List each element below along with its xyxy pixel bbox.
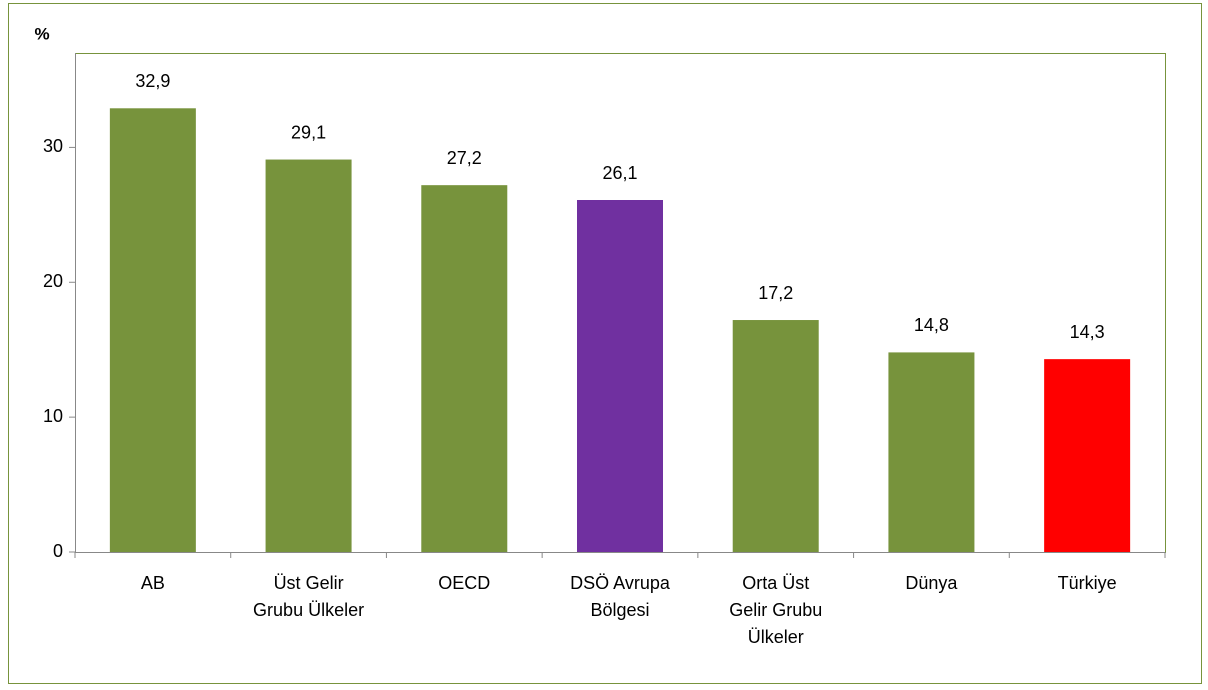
y-tick-label: 0 xyxy=(53,541,63,561)
bar xyxy=(1044,359,1131,552)
data-label: 14,3 xyxy=(1070,322,1105,342)
x-tick-label: Orta Üst Gelir Grubu Ülkeler xyxy=(729,573,822,647)
data-label: 27,2 xyxy=(447,148,482,168)
y-tick-label: 10 xyxy=(43,406,63,426)
y-tick-label: 20 xyxy=(43,271,63,291)
data-label: 14,8 xyxy=(914,315,949,335)
data-label: 32,9 xyxy=(135,71,170,91)
bar xyxy=(265,159,352,552)
x-tick-label: OECD xyxy=(438,573,490,593)
bar xyxy=(421,185,508,552)
x-tick-label: AB xyxy=(141,573,165,593)
data-label: 29,1 xyxy=(291,122,326,142)
bar xyxy=(732,320,819,552)
x-tick-label: Üst Gelir Grubu Ülkeler xyxy=(253,573,364,620)
bar xyxy=(577,200,663,553)
x-tick-label: Türkiye xyxy=(1058,573,1117,593)
bar xyxy=(888,352,975,552)
y-tick-label: 30 xyxy=(43,136,63,156)
x-tick-label: Dünya xyxy=(905,573,958,593)
x-tick-label: DSÖ Avrupa Bölgesi xyxy=(570,573,671,620)
bar xyxy=(109,108,196,553)
y-axis-label: % xyxy=(34,24,49,43)
data-label: 17,2 xyxy=(758,283,793,303)
data-label: 26,1 xyxy=(602,163,637,183)
